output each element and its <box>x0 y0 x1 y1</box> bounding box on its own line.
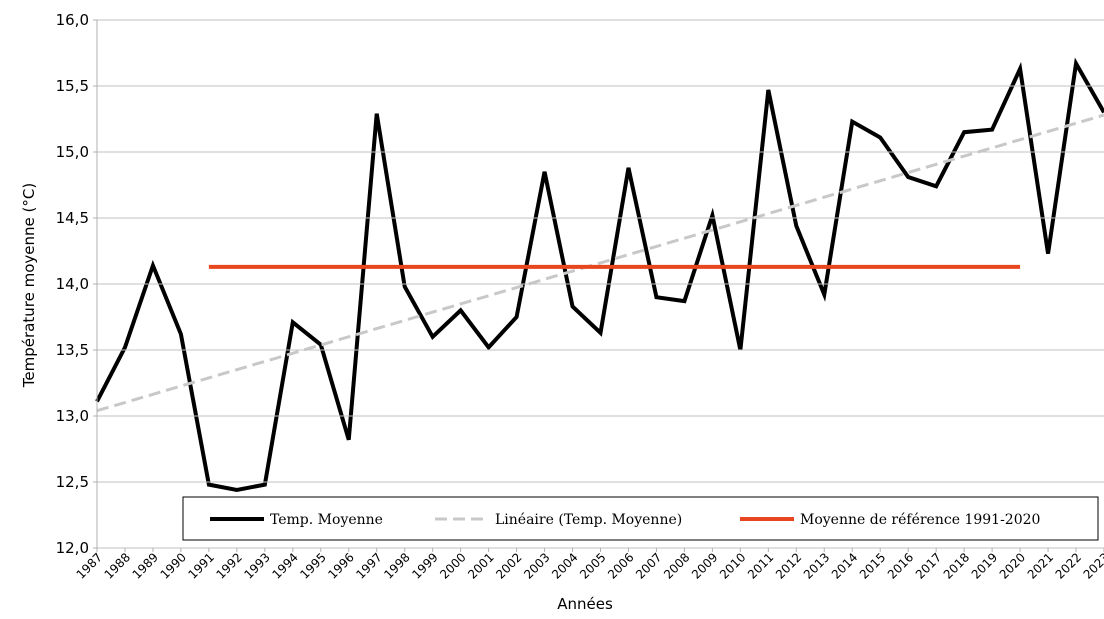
x-tick-label: 2011 <box>745 550 776 581</box>
x-tick-label: 1993 <box>241 550 272 581</box>
x-tick-label: 2018 <box>941 550 972 581</box>
x-tick-label: 2023 <box>1081 550 1104 581</box>
x-tick-label: 1990 <box>158 550 189 581</box>
x-tick-label: 1996 <box>325 550 356 581</box>
y-tick-label: 14,5 <box>56 209 89 227</box>
x-tick-label: 2012 <box>773 550 804 581</box>
legend-label: Moyenne de référence 1991-2020 <box>800 512 1040 528</box>
series-line <box>96 113 1104 413</box>
x-tick-label: 2014 <box>829 550 860 581</box>
y-tick-label: 12,5 <box>56 473 89 491</box>
y-tick-label: 12,0 <box>56 539 89 557</box>
x-tick-label: 1997 <box>353 550 384 581</box>
x-tick-label: 2013 <box>801 550 832 581</box>
x-tick-label: 2022 <box>1053 550 1084 581</box>
x-tick-label: 2015 <box>857 550 888 581</box>
x-tick-label: 2021 <box>1025 550 1056 581</box>
series-line <box>95 57 1104 492</box>
x-tick-label: 2006 <box>605 550 636 581</box>
legend-label: Temp. Moyenne <box>270 512 383 528</box>
x-tick-label: 2000 <box>437 550 468 581</box>
x-tick-label: 2003 <box>521 550 552 581</box>
x-tick-label: 2016 <box>885 550 916 581</box>
x-tick-label: 1991 <box>186 550 217 581</box>
y-tick-label: 15,5 <box>56 77 89 95</box>
x-tick-label: 2001 <box>465 550 496 581</box>
y-tick-label: 16,0 <box>56 11 89 29</box>
legend-box <box>182 496 1099 541</box>
y-tick-label: 14,0 <box>56 275 89 293</box>
x-tick-label: 1994 <box>269 550 300 581</box>
x-tick-label: 1998 <box>381 550 412 581</box>
x-tick-label: 2008 <box>661 550 692 581</box>
x-tick-label: 2010 <box>717 550 748 581</box>
x-tick-label: 1989 <box>130 550 161 581</box>
x-tick-label: 1995 <box>297 550 328 581</box>
y-tick-label: 13,0 <box>56 407 89 425</box>
x-tick-label: 1988 <box>102 550 133 581</box>
y-tick-label: 13,5 <box>56 341 89 359</box>
y-axis-label: Température moyenne (°C) <box>20 183 38 388</box>
x-tick-label: 2004 <box>549 550 580 581</box>
x-axis-label: Années <box>557 595 613 613</box>
x-tick-label: 2019 <box>969 550 1000 581</box>
x-tick-label: 2017 <box>913 550 944 581</box>
x-tick-label: 2009 <box>689 550 720 581</box>
x-tick-label: 2005 <box>577 550 608 581</box>
x-tick-label: 1999 <box>409 550 440 581</box>
x-tick-label: 2020 <box>997 550 1028 581</box>
x-tick-label: 2007 <box>633 550 664 581</box>
x-tick-label: 1992 <box>213 550 244 581</box>
x-tick-label: 2002 <box>493 550 524 581</box>
legend-label: Linéaire (Temp. Moyenne) <box>495 512 682 528</box>
y-tick-label: 15,0 <box>56 143 89 161</box>
